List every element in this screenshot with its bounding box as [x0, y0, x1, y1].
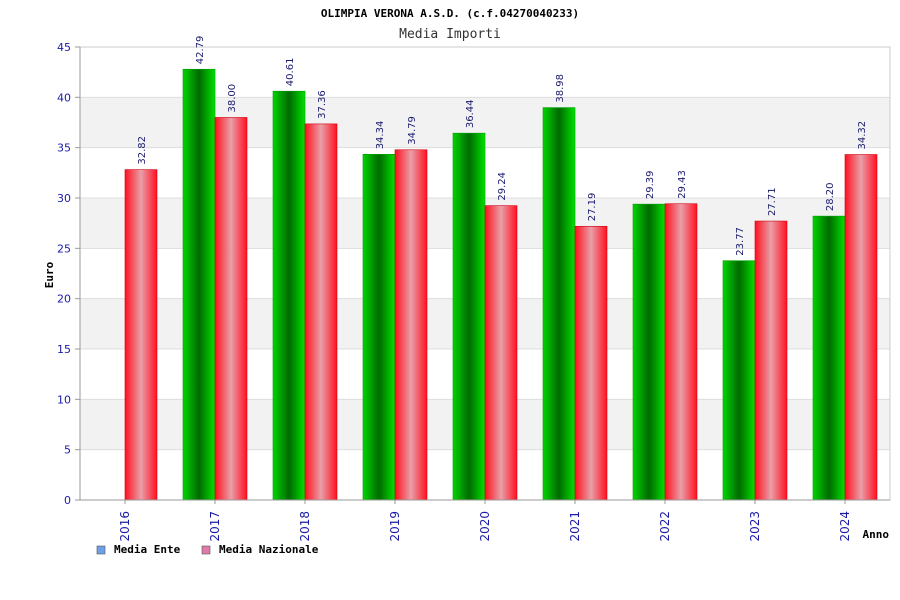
bars: 32.82 42.79 38.00 40.61 37.36 34.34 34.79 36.44… — [124, 36, 878, 501]
data-label: 29.39 — [645, 171, 656, 200]
x-tick-label: 2022 — [658, 511, 672, 542]
bar-media-ente — [812, 215, 846, 501]
y-axis-label: Euro — [43, 261, 56, 288]
data-label: 27.19 — [587, 193, 598, 222]
x-tick-label: 2019 — [388, 511, 402, 542]
y-tick-label: 5 — [64, 444, 71, 457]
bar-media-nazionale — [304, 123, 338, 501]
x-tick-label: 2018 — [298, 511, 312, 542]
data-label: 36.44 — [465, 100, 476, 129]
data-label: 38.00 — [227, 84, 238, 113]
x-tick-label: 2020 — [478, 511, 492, 542]
legend: Media Ente Media Nazionale — [96, 543, 319, 556]
x-tick-label: 2024 — [838, 511, 852, 542]
legend-label: Media Ente — [114, 543, 181, 556]
y-tick-label: 30 — [57, 192, 71, 205]
legend-swatch — [96, 545, 106, 555]
x-tick-label: 2023 — [748, 511, 762, 542]
bar-media-nazionale — [124, 169, 158, 501]
bar-media-ente — [542, 107, 576, 501]
bar-media-nazionale — [214, 117, 248, 501]
bar-media-nazionale — [574, 225, 608, 501]
legend-label: Media Nazionale — [219, 543, 319, 556]
data-label: 34.79 — [407, 116, 418, 145]
data-label: 38.98 — [555, 74, 566, 103]
y-tick-label: 45 — [57, 41, 71, 54]
data-label: 32.82 — [137, 136, 148, 165]
data-label: 37.36 — [317, 90, 328, 119]
bar-media-ente — [362, 154, 396, 501]
y-tick-label: 25 — [57, 242, 71, 255]
bar-media-nazionale — [754, 220, 788, 501]
y-tick-label: 15 — [57, 343, 71, 356]
bar-media-ente — [632, 203, 666, 501]
data-label: 29.43 — [677, 170, 688, 199]
x-tick-label: 2021 — [568, 511, 582, 542]
data-label: 34.32 — [857, 121, 868, 150]
data-label: 27.71 — [767, 187, 778, 216]
y-tick-label: 40 — [57, 91, 71, 104]
bar-media-nazionale — [484, 205, 518, 501]
chart-subtitle: Media Importi — [399, 27, 501, 42]
data-label: 40.61 — [285, 58, 296, 87]
y-tick-label: 10 — [57, 393, 71, 406]
y-axis-ticks: 0 5 10 15 20 25 30 35 40 45 — [57, 41, 80, 507]
bar-media-nazionale — [844, 154, 878, 501]
y-tick-label: 20 — [57, 293, 71, 306]
data-label: 42.79 — [195, 36, 206, 65]
x-tick-label: 2017 — [208, 511, 222, 542]
bar-media-ente — [452, 132, 486, 501]
bar-media-ente — [272, 90, 306, 501]
bar-media-ente — [182, 68, 216, 501]
legend-swatch — [201, 545, 211, 555]
bar-media-nazionale — [394, 149, 428, 501]
x-axis-label: Anno — [863, 528, 890, 541]
bar-media-nazionale — [664, 203, 698, 501]
y-tick-label: 0 — [64, 494, 71, 507]
data-label: 29.24 — [497, 172, 508, 201]
chart-title: OLIMPIA VERONA A.S.D. (c.f.04270040233) — [321, 7, 579, 20]
x-tick-label: 2016 — [118, 511, 132, 542]
data-label: 28.20 — [825, 182, 836, 211]
data-label: 23.77 — [735, 227, 746, 256]
bar-media-ente — [722, 260, 756, 501]
data-label: 34.34 — [375, 121, 386, 150]
y-tick-label: 35 — [57, 142, 71, 155]
x-axis-ticks: 2016 2017 2018 2019 2020 2021 2022 2023 2024 — [118, 500, 852, 542]
